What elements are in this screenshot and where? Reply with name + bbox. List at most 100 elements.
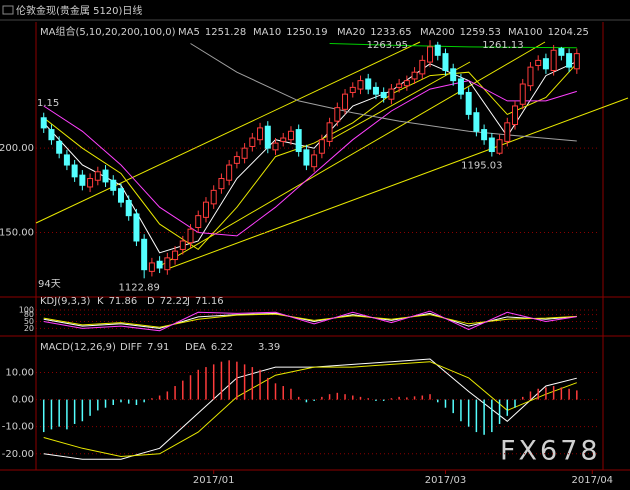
x-tick-label: 2017/04 [572, 475, 614, 486]
candle-body [450, 68, 457, 82]
candle-body [303, 149, 310, 166]
trend-line [329, 61, 471, 141]
macd-value: 3.39 [258, 342, 280, 353]
candle-body [527, 66, 534, 87]
y-tick-label: 50 [24, 317, 34, 326]
series-line [43, 61, 578, 254]
series-line [43, 361, 577, 458]
candle-body [287, 130, 294, 141]
legend-name: MA100 [508, 27, 543, 38]
candle-body [372, 86, 379, 95]
candle-body [71, 164, 78, 178]
candle-body [481, 129, 488, 141]
candle-body [63, 154, 70, 166]
candle-body [473, 112, 480, 132]
candle-body [195, 215, 202, 228]
legend-entry: MA200 1259.53 [420, 27, 501, 38]
candle-body [226, 164, 233, 181]
candle-body [442, 53, 449, 72]
annotation: 1.15 [37, 98, 59, 109]
candle-body [550, 49, 557, 72]
trend-line [169, 97, 629, 269]
candle-body [573, 53, 580, 70]
candle-body [233, 156, 240, 164]
y-tick-label: 20 [24, 324, 34, 333]
y-tick-label: 100 [19, 306, 34, 315]
candle-body [249, 137, 256, 147]
candle-body [457, 78, 464, 95]
candle-body [396, 83, 403, 88]
legend-entry: MA100 1204.25 [508, 27, 589, 38]
extreme-label: 1122.89 [118, 282, 159, 293]
legend-name: MA5 [178, 27, 200, 38]
candle-body [318, 139, 325, 154]
legend-name: D [147, 296, 155, 307]
candle-body [558, 48, 565, 56]
candle-body [349, 86, 356, 93]
y-tick-label: 1200.00 [0, 143, 34, 154]
series-line [43, 313, 577, 328]
candle-body [79, 174, 86, 186]
trend-line [35, 41, 421, 224]
legend-value: 1259.53 [460, 27, 501, 38]
candle-body [566, 53, 573, 68]
candle-body [411, 71, 418, 80]
candle-body [334, 107, 341, 122]
y-tick-label: 1150.00 [0, 228, 34, 239]
legend-value: 1251.28 [205, 27, 246, 38]
candle-body [218, 178, 225, 190]
legend-entry: J 71.16 [186, 296, 224, 307]
candle-body [210, 189, 217, 205]
candle-body [295, 129, 302, 153]
candle-body [519, 83, 526, 105]
candle-body [179, 240, 186, 250]
candle-body [512, 105, 519, 126]
window-icon [2, 5, 14, 15]
candle-body [264, 125, 271, 149]
candle-body [380, 91, 387, 99]
legend-entry: D 72.22 [147, 296, 188, 307]
annotation: 94天 [38, 279, 61, 290]
series-line [43, 63, 578, 251]
candle-body [87, 178, 94, 188]
legend-value: 71.16 [195, 296, 224, 307]
candle-body [342, 93, 349, 110]
candle-body [311, 154, 318, 168]
extreme-label: 1195.03 [461, 161, 502, 172]
candle-body [280, 137, 287, 142]
candle-body [488, 137, 495, 153]
legend-name: K [97, 296, 104, 307]
window-title: 伦敦金现(贵金属 5120)日线 [16, 4, 142, 17]
legend-entry: MA10 1250.19 [253, 27, 328, 38]
candle-body [148, 262, 155, 272]
candle-body [257, 127, 264, 141]
candle-body [102, 169, 109, 183]
candle-body [117, 188, 124, 203]
y-tick-label: 80 [24, 310, 34, 319]
panel-title: MACD(12,26,9) [40, 342, 116, 353]
x-tick-label: 2017/03 [425, 475, 467, 486]
candle-body [272, 142, 279, 151]
candle-body [496, 139, 503, 154]
candle-body [241, 147, 248, 159]
legend-entry: DIFF 7.91 [120, 342, 169, 353]
y-tick-label: 0.00 [12, 395, 34, 406]
trend-lines [35, 41, 629, 269]
candle-body [94, 171, 101, 181]
candle-body [56, 140, 63, 154]
legend-value: 6.22 [211, 342, 233, 353]
candle-body [110, 179, 117, 191]
legend-value: 72.22 [160, 296, 189, 307]
candle-body [427, 46, 434, 63]
legend-name: MA20 [337, 27, 365, 38]
candle-body [434, 44, 441, 56]
legend-name: MA10 [253, 27, 281, 38]
candle-body [156, 260, 163, 269]
candle-body [504, 122, 511, 142]
trend-line [159, 41, 546, 267]
candle-body [187, 228, 194, 244]
candle-body [172, 250, 179, 261]
candle-body [133, 213, 140, 242]
